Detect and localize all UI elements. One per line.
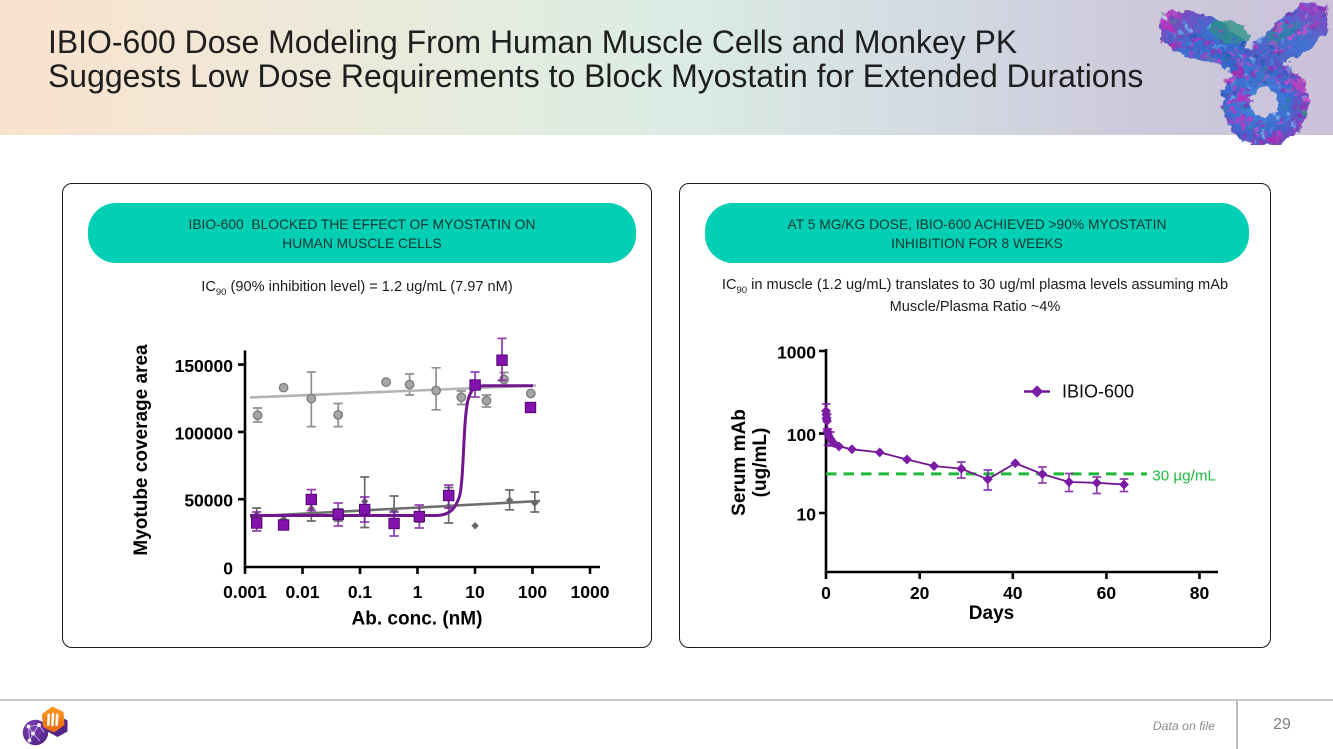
svg-text:100000: 100000 [175, 423, 234, 443]
svg-text:10: 10 [797, 505, 817, 525]
svg-text:IBIO-600: IBIO-600 [1062, 382, 1134, 402]
svg-text:0.001: 0.001 [223, 582, 267, 602]
svg-text:Days: Days [969, 603, 1014, 624]
svg-text:30 µg/mL: 30 µg/mL [1152, 467, 1216, 484]
svg-text:80: 80 [1190, 583, 1210, 603]
svg-text:1000: 1000 [777, 343, 816, 363]
svg-text:1: 1 [413, 582, 423, 602]
svg-text:40: 40 [1003, 583, 1023, 603]
svg-text:0.01: 0.01 [285, 582, 319, 602]
svg-text:20: 20 [910, 583, 930, 603]
svg-text:60: 60 [1097, 583, 1117, 603]
svg-text:0: 0 [821, 583, 831, 603]
svg-text:Ab. conc. (nM): Ab. conc. (nM) [352, 609, 483, 630]
svg-text:(ug/mL): (ug/mL) [750, 428, 771, 498]
svg-text:Serum mAb: Serum mAb [729, 409, 750, 516]
svg-text:10: 10 [465, 582, 485, 602]
svg-text:1000: 1000 [571, 582, 610, 602]
svg-text:0: 0 [223, 559, 233, 579]
svg-text:100: 100 [518, 582, 547, 602]
svg-text:50000: 50000 [184, 491, 233, 511]
svg-text:Myotube coverage area: Myotube coverage area [131, 344, 152, 556]
svg-text:100: 100 [787, 425, 816, 445]
svg-text:150000: 150000 [175, 356, 234, 376]
svg-text:0.1: 0.1 [348, 582, 373, 602]
